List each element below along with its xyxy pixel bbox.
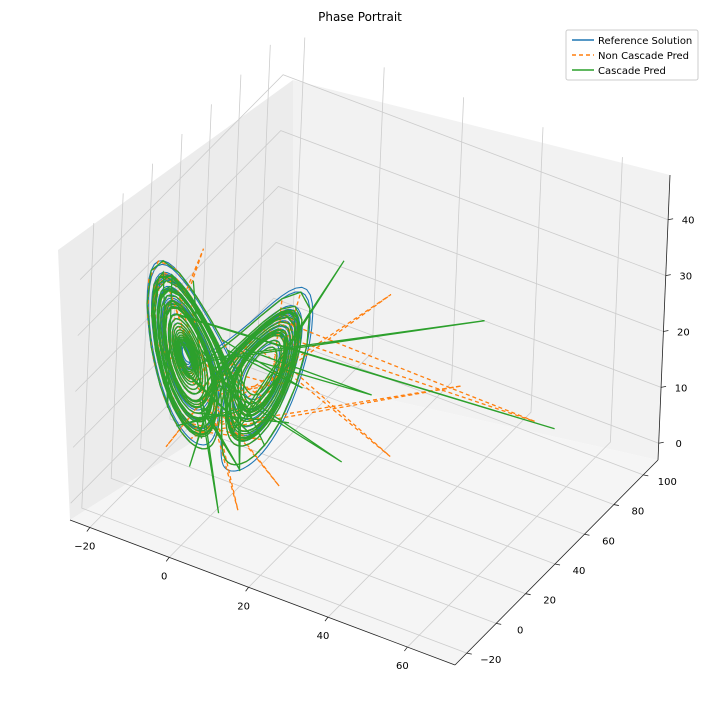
y-tick-mark [466,652,472,655]
z-tick-mark [668,218,674,221]
grid-line-z [77,130,666,336]
legend-label-reference: Reference Solution [598,36,692,47]
x-tick-mark [86,527,91,532]
legend: Reference Solution Non Cascade Pred Casc… [565,29,699,81]
grid-line-x [327,127,544,618]
x-tick-mark [324,616,329,622]
z-axis-line [657,174,671,461]
grid-line-z [75,186,664,392]
x-tick-label: 40 [317,631,330,642]
grid-line-y [169,133,556,565]
grid-line-z [70,297,659,504]
y-tick-label: −20 [480,655,501,666]
y-tick-mark [525,593,531,596]
grid-line-x [248,97,464,588]
grid-line-x [407,157,623,648]
x-tick-mark [404,646,408,652]
x-tick-label: 20 [237,601,250,612]
grid-line-z [72,241,662,448]
y-tick-mark [496,623,502,625]
z-tick-label: 10 [675,383,688,394]
z-tick-label: 0 [676,439,682,450]
x-tick-mark [245,587,249,592]
legend-label-non-cascade: Non Cascade Pred [598,51,689,62]
y-tick-mark [643,474,649,477]
z-tick-mark [660,385,667,388]
axis-lines [69,174,671,666]
y-tick-label: 60 [602,536,615,547]
y-tick-label: 40 [573,566,586,577]
x-tick-label: −20 [74,541,95,552]
x-tick-mark [165,557,170,562]
y-tick-mark [613,504,619,506]
series-cascade-pred [146,259,555,514]
z-tick-mark [658,441,664,444]
back-pane [293,80,670,460]
z-tick-label: 30 [679,272,692,283]
y-axis-line [454,459,659,666]
z-tick-label: 20 [677,327,690,338]
y-tick-label: 0 [517,625,523,636]
x-tick-label: 0 [161,571,167,582]
grid-line-y [140,163,526,595]
floor-pane [70,378,658,665]
x-axis-line [69,519,456,666]
y-tick-label: 20 [543,596,556,607]
z-tick-mark [663,330,669,332]
x-tick-label: 60 [396,661,409,672]
z-tick-mark [665,274,671,276]
y-tick-label: 80 [632,507,645,518]
grid-line-x [168,67,385,558]
tick-labels: −20 0 20 40 60 −20 0 20 40 60 80 100 0 10 20 30 40 [74,216,694,672]
y-tick-label: 100 [658,477,677,488]
y-tick-mark [584,533,590,536]
z-tick-label: 40 [682,216,695,227]
axis-panes [58,80,670,665]
legend-box [565,29,699,81]
grid-line-z [79,74,669,280]
chart-title: Phase Portrait [318,10,402,24]
grid-line-y [81,223,467,654]
grid-line-y [110,193,497,624]
legend-label-cascade: Cascade Pred [598,66,666,77]
series-layer [146,248,555,514]
y-tick-mark [554,563,561,566]
